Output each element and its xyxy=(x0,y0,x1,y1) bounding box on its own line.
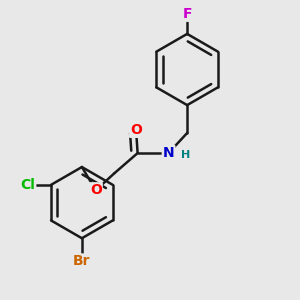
Text: N: N xyxy=(163,146,174,160)
Text: F: F xyxy=(182,7,192,21)
Text: O: O xyxy=(90,183,102,197)
Text: Cl: Cl xyxy=(20,178,35,192)
Text: H: H xyxy=(181,150,190,160)
Text: Br: Br xyxy=(73,254,91,268)
Text: O: O xyxy=(130,123,142,137)
